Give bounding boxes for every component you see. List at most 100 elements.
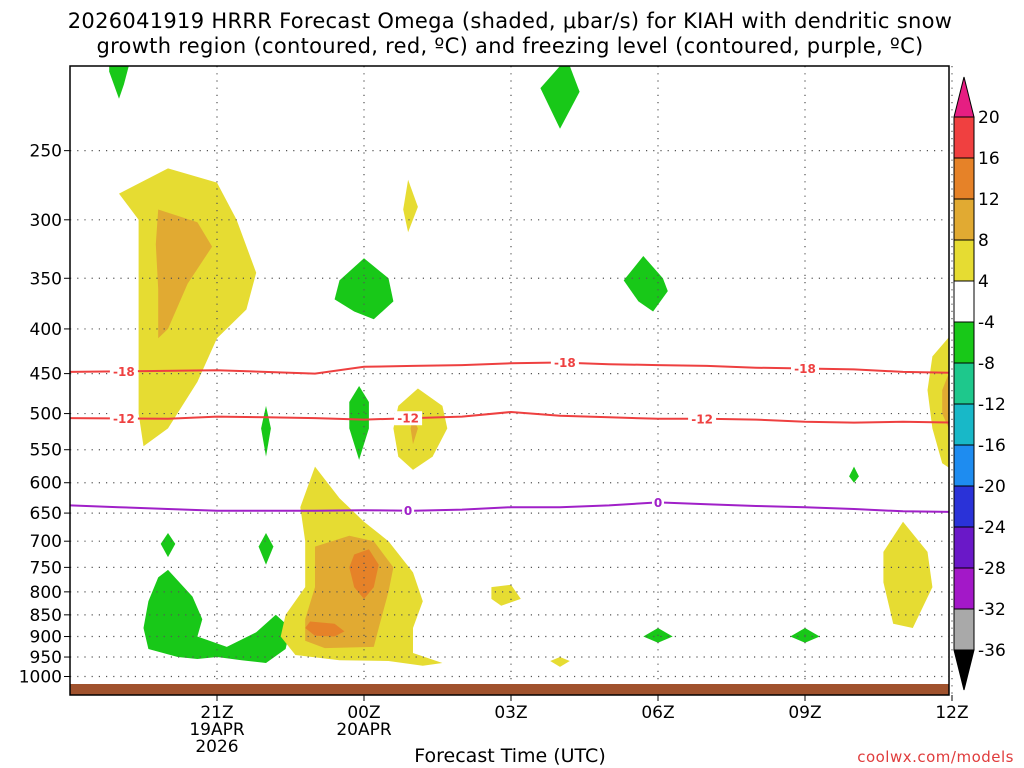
colorbar-bin [953,157,975,200]
y-tick-label: 800 [30,583,62,603]
contour-label-freezing-level: 0 [404,504,412,518]
omega-region-sink-d-23z [305,621,345,637]
x-tick-label: 20APR [336,720,392,740]
colorbar-bin [953,526,975,569]
contour-label-bg [652,495,664,510]
omega-region-sink-a-04z [550,657,570,667]
x-tick-label: 00Z [347,703,380,723]
y-tick-label: 350 [30,269,62,289]
colorbar-bin [953,280,975,323]
colorbar-label: -24 [978,518,1006,538]
y-tick-label: 250 [30,142,62,162]
colorbar-label: -28 [978,559,1006,579]
y-tick-label: 450 [30,365,62,385]
colorbar-bin [953,321,975,364]
ground-surface-bar [70,684,949,695]
contour-label-dgz-lower: -12 [691,412,713,426]
contour-line-dgz-lower [70,410,949,424]
colorbar: 20 16 12 8 4 -4 -8 -12 -16 -20 -24 -28 -32 -36 [953,76,1006,691]
x-axis-label: Forecast Time (UTC) [414,745,605,767]
x-tick-label: 2026 [195,737,238,757]
y-tick-label: 400 [30,320,62,340]
contour-label-dgz-upper: -18 [113,365,135,379]
colorbar-bin [953,362,975,405]
x-tick-label: 12Z [935,703,968,723]
omega-region-ascent-e-22z [261,405,271,457]
contour-line-dgz-upper [70,361,949,375]
y-tick-label: 550 [30,441,62,461]
colorbar-bin [953,198,975,241]
chart-title-line-2: growth region (contoured, red, ºC) and f… [96,34,923,58]
omega-region-ascent-i-low-left [143,569,291,663]
x-tick-label: 21Z [200,703,233,723]
colorbar-label: -8 [978,354,995,374]
colorbar-label: 8 [978,231,989,251]
colorbar-bin [953,403,975,446]
y-tick-label: 850 [30,606,62,626]
y-tick-label: 750 [30,558,62,578]
x-tick-label: 03Z [494,703,527,723]
omega-region-ascent-a-08z [540,66,580,129]
contour-label-bg [688,411,717,426]
y-tick-label: 600 [30,474,62,494]
colorbar-bin-highest [953,76,975,118]
colorbar-bin [953,444,975,487]
gridlines [70,66,953,695]
x-tick-label: 06Z [641,703,674,723]
colorbar-label: -4 [978,313,995,333]
colorbar-label: -20 [978,477,1006,497]
credit-text: coolwx.com/models [857,748,1014,766]
colorbar-label: 4 [978,272,989,292]
y-tick-label: 1000 [19,667,62,687]
pressure-axis: 2503003504004505005506006507007508008509… [19,142,70,687]
colorbar-bin [953,485,975,528]
contour-label-dgz-upper: -18 [794,362,816,376]
temperature-contours: -18 -18 -18 -12 -12 -12 0 0 [70,355,949,518]
omega-region-sink-b-left-core [155,209,213,339]
omega-region-ascent-b-00z [334,258,394,320]
contour-label-dgz-lower: -12 [397,412,419,426]
colorbar-bin [953,239,975,282]
omega-region-sink-a-03z [491,584,521,606]
contour-line-freezing-level [70,501,949,513]
contour-label-freezing-level: 0 [654,496,662,510]
omega-region-ascent-c-05z [623,256,668,312]
omega-region-sink-b-12z-core [942,372,949,429]
y-tick-label: 900 [30,628,62,648]
x-tick-label: 19APR [189,720,245,740]
omega-region-ascent-h-22z [258,533,274,565]
colorbar-label: -16 [978,436,1006,456]
colorbar-label: 12 [978,190,1000,210]
omega-region-ascent-f-09z [849,466,859,483]
contour-label-bg [109,364,138,379]
contour-label-bg [109,411,138,426]
y-tick-label: 950 [30,648,62,668]
y-tick-label: 300 [30,211,62,231]
colorbar-bin [953,567,975,610]
contour-label-bg [402,503,415,518]
colorbar-label: 16 [978,149,1000,169]
colorbar-label: -32 [978,600,1006,620]
colorbar-bin [953,116,975,159]
plot-frame [69,65,950,696]
colorbar-label: 20 [978,108,1000,128]
contour-label-bg [550,355,579,370]
omega-region-sink-c-00z-plume [349,549,379,599]
colorbar-bin [953,608,975,651]
contour-label-bg [394,411,423,426]
colorbar-label: -12 [978,395,1006,415]
omega-region-sink-a-01z-thin [403,179,418,233]
contour-label-dgz-lower: -12 [113,412,135,426]
omega-region-sink-a-12z-right [927,337,949,468]
contour-label-bg [791,361,819,376]
colorbar-label: -36 [978,641,1006,661]
x-tick-label: 09Z [788,703,821,723]
y-tick-label: 700 [30,532,62,552]
omega-region-ascent-g-20z [160,533,176,558]
y-tick-label: 650 [30,504,62,524]
plot-area: -18 -18 -18 -12 -12 -12 0 0 [69,65,953,696]
omega-region-ascent-a-top [109,66,129,99]
omega-region-sink-a-11z-mid [883,521,933,628]
